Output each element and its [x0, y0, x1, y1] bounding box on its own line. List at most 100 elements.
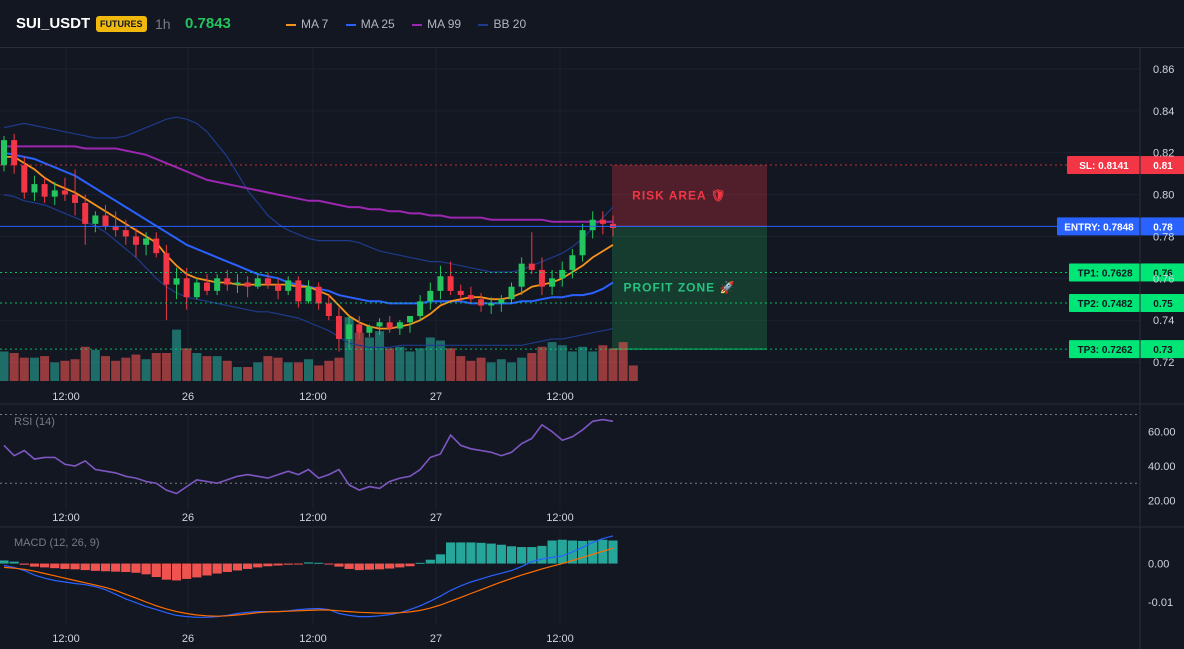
macd-histogram-bar [263, 563, 273, 567]
candle [275, 278, 282, 300]
candle-body [224, 278, 231, 285]
macd-histogram-bar [253, 563, 263, 568]
candle [366, 324, 373, 337]
macd-histogram-bar [60, 563, 70, 569]
macd-histogram-bar [131, 563, 141, 573]
candle [396, 320, 403, 335]
volume-bar [141, 359, 151, 381]
volume-bar [293, 362, 303, 381]
macd-histogram-bar [395, 563, 405, 568]
volume-bar [222, 360, 232, 381]
candle-body [82, 202, 89, 224]
legend-ma99[interactable]: MA 99 [412, 0, 461, 48]
profit-zone [612, 226, 767, 350]
price-pane[interactable]: RISK AREA 🛡 PROFIT ZONE 🚀 SL: 0.8141 0.81 E… [0, 116, 1184, 381]
macd-histogram-bar [80, 563, 90, 571]
macd-histogram-bar [466, 542, 476, 564]
candle-body [51, 190, 58, 197]
candle-body [325, 303, 332, 316]
volume-bar [121, 357, 131, 381]
volume-bar [192, 353, 202, 381]
candle-body [122, 230, 129, 237]
macd-histogram-bar [70, 563, 80, 570]
candle-body [204, 282, 210, 291]
volume-bar [202, 356, 212, 381]
risk-zone-label: RISK AREA 🛡 [632, 189, 727, 203]
candle-body [234, 282, 241, 285]
macd-histogram-bar [446, 542, 456, 564]
candle-body [376, 322, 383, 327]
candle [153, 232, 160, 258]
volume-bar [29, 357, 39, 381]
candle-body [132, 236, 139, 245]
candle-body [163, 253, 170, 285]
grid-lines [0, 48, 1140, 625]
candle-body [488, 303, 495, 306]
tp3-tag-label: TP3: 0.7262 [1077, 345, 1132, 356]
macd-histogram-bar [111, 563, 121, 572]
macd-histogram-bar [182, 563, 192, 579]
volume-bar [364, 337, 374, 381]
volume-bars [0, 317, 638, 381]
macd-pane[interactable]: MACD (12, 26, 9) [0, 535, 618, 618]
candle [559, 261, 566, 287]
legend-ma25[interactable]: MA 25 [345, 0, 395, 48]
legend-ma7[interactable]: MA 7 [286, 0, 328, 48]
candle [244, 276, 251, 298]
candle [589, 211, 596, 239]
candle-body [427, 290, 434, 302]
sl-axis-tag [1141, 156, 1184, 175]
time-tick-label: 27 [430, 391, 442, 403]
candle-body [447, 276, 454, 291]
time-tick-label: 12:00 [52, 633, 80, 645]
volume-bar [547, 342, 557, 381]
candle-body [21, 165, 28, 193]
macd-histogram-bar [161, 563, 171, 580]
candle-body [508, 286, 515, 300]
candle-body [386, 322, 393, 329]
candle [315, 282, 322, 310]
rsi-title: RSI (14) [14, 416, 55, 428]
tp2-tag [1069, 294, 1141, 313]
volume-bar [567, 351, 577, 381]
tp1-axis-label: 0.76 [1153, 268, 1173, 279]
trading-chart[interactable]: RISK AREA 🛡 PROFIT ZONE 🚀 SL: 0.8141 0.81 E… [0, 48, 1184, 649]
macd-histogram-bar [577, 540, 588, 564]
macd-histogram-bar [527, 547, 537, 564]
volume-bar [486, 362, 496, 381]
rsi-tick-label: 40.00 [1148, 461, 1176, 473]
macd-histogram-bar [405, 563, 415, 567]
macd-histogram-bar [151, 563, 161, 577]
volume-bar [415, 348, 425, 381]
macd-histogram-bar [273, 563, 283, 566]
tp2-tag-label: TP2: 0.7482 [1077, 299, 1132, 310]
macd-histogram-bar [243, 563, 253, 569]
rsi-pane[interactable]: RSI (14) [0, 413, 1140, 495]
candle-body [335, 316, 342, 340]
time-tick-label: 26 [182, 391, 194, 403]
axes: 0.86 0.84 0.82 0.80 0.78 0.76 0.74 0.72 12:00 26 1… [0, 48, 1184, 649]
macd-signal-line [3, 547, 614, 617]
candle [72, 169, 79, 216]
candle-body [417, 301, 424, 316]
legend-bb20[interactable]: BB 20 [478, 0, 526, 48]
volume-bar [334, 357, 344, 381]
volume-bar [446, 348, 456, 381]
candle-body [315, 286, 322, 304]
volume-bar [578, 346, 588, 381]
trade-zones: RISK AREA 🛡 PROFIT ZONE 🚀 [612, 165, 767, 350]
candle [163, 244, 170, 321]
candle-body [285, 280, 292, 291]
macd-histogram-bar [588, 540, 598, 564]
candle [264, 272, 271, 289]
macd-histogram-bar [354, 563, 364, 571]
candle [518, 257, 525, 296]
volume-bar [375, 331, 385, 381]
interval-selector[interactable]: 1h [155, 16, 171, 32]
candle [31, 175, 38, 201]
volume-bar [385, 348, 395, 381]
symbol-name[interactable]: SUI_USDT [16, 15, 91, 32]
risk-zone [612, 165, 767, 227]
volume-bar [456, 356, 466, 381]
macd-histogram-bar [171, 563, 182, 581]
